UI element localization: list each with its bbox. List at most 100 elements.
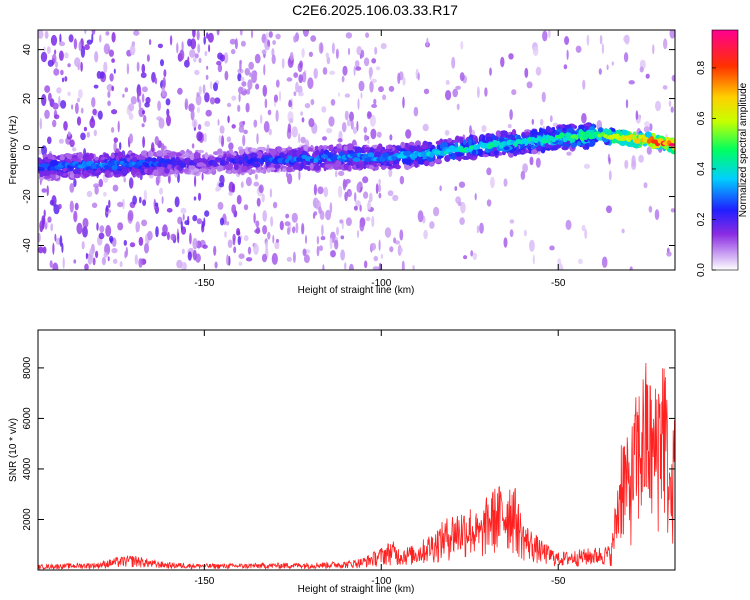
spectrogram-noise-blob — [393, 237, 397, 244]
snr-x-tick-label: -150 — [194, 576, 214, 587]
spectrogram-noise-blob — [214, 97, 221, 104]
spectrogram-noise-blob — [263, 64, 266, 76]
spectrogram-noise-blob — [124, 250, 127, 259]
spectrogram-noise-blob — [236, 194, 242, 205]
spectrogram-ridge-blob — [147, 168, 153, 175]
colorbar-tick-label: 0.4 — [696, 162, 707, 176]
spectrogram-noise-blob — [245, 176, 252, 187]
spectrogram-noise-blob — [565, 219, 572, 230]
spectrogram-noise-blob — [445, 90, 452, 101]
spectrogram-ridge-blob — [174, 169, 180, 174]
spectrogram-noise-blob — [270, 216, 274, 227]
spectrogram-ridge-blob — [369, 165, 375, 170]
spectrogram-noise-blob — [129, 44, 136, 56]
snr-y-axis-label: SNR (10 * v/v) — [8, 418, 19, 482]
spectrogram-noise-blob — [166, 114, 171, 127]
spectrogram-noise-blob — [267, 231, 271, 240]
spectrogram-noise-blob — [43, 209, 46, 218]
spectrogram-noise-blob — [231, 124, 236, 129]
spectrogram-noise-blob — [243, 204, 249, 211]
spectrogram-noise-blob — [563, 64, 568, 70]
spectrogram-ridge-blob — [414, 160, 419, 168]
spectrogram-noise-blob — [269, 188, 273, 198]
spectrogram-noise-blob — [58, 95, 61, 107]
spectrogram-x-ticks: -150 -100 -50 — [194, 30, 566, 289]
spectrogram-noise-blob — [400, 247, 403, 253]
spectrogram-noise-blob — [184, 98, 189, 110]
spectrogram-noise-blob — [402, 76, 406, 86]
spectrogram-noise-blob — [292, 226, 296, 234]
spectrogram-noise-blob — [326, 56, 331, 65]
spectrogram-noise-blob — [426, 37, 429, 47]
spectrogram-noise-blob — [364, 260, 368, 269]
spectrogram-noise-blob — [196, 218, 202, 225]
spectrogram-noise-blob — [162, 77, 166, 89]
spectrogram-noise-blob — [64, 76, 68, 82]
spectrogram-noise-blob — [84, 263, 89, 270]
spectrogram-ridge-core — [223, 160, 229, 165]
spectrogram-ridge-blob — [73, 168, 81, 176]
spectrogram-noise-blob — [625, 99, 629, 109]
snr-y-tick-label: 2000 — [22, 508, 33, 531]
spectrogram-noise-blob — [91, 202, 98, 209]
spectrogram-noise-blob — [48, 92, 52, 102]
spectrogram-noise-blob — [80, 132, 86, 141]
spectrogram-ridge-blob — [320, 148, 325, 154]
spectrogram-noise-blob — [263, 121, 270, 133]
spectrogram-noise-blob — [204, 51, 208, 56]
spectrogram-noise-blob — [217, 52, 223, 60]
spectrogram-noise-blob — [300, 136, 306, 144]
spectrogram-noise-blob — [198, 57, 202, 64]
spectrogram-noise-blob — [389, 134, 393, 141]
spectrogram-noise-blob — [378, 192, 382, 199]
spectrogram-noise-blob — [310, 35, 317, 42]
spectrogram-noise-blob — [154, 77, 158, 85]
spectrogram-noise-blob — [148, 39, 152, 46]
spectrogram-ridge-blob — [405, 143, 409, 148]
spectrogram-noise-blob — [39, 117, 42, 130]
spectrogram-noise-blob — [254, 173, 258, 180]
spectrogram-noise-blob — [268, 128, 273, 136]
spectrogram-noise-blob — [111, 247, 118, 254]
spectrogram-noise-blob — [248, 61, 254, 70]
spectrogram-noise-blob — [84, 30, 87, 35]
spectrogram-noise-blob — [278, 90, 282, 102]
spectrogram-noise-blob — [237, 72, 242, 82]
spectrogram-noise-blob — [582, 79, 586, 90]
spectrogram-noise-blob — [412, 265, 415, 270]
spectrogram-ridge-blob — [217, 148, 223, 154]
spectrogram-ridge-blob — [225, 162, 234, 171]
spectrogram-noise-blob — [535, 157, 541, 168]
spectrogram-noise-blob — [69, 200, 74, 213]
spectrogram-noise-blob — [367, 139, 370, 145]
spectrogram-ridge-blob — [286, 146, 293, 151]
spectrogram-noise-blob — [145, 96, 151, 104]
spectrogram-noise-blob — [220, 135, 225, 148]
spectrogram-noise-blob — [181, 41, 184, 52]
spectrogram-noise-blob — [58, 203, 62, 210]
spectrogram-noise-blob — [666, 251, 672, 257]
spectrogram-ridge-blob — [632, 131, 637, 136]
spectrogram-noise-blob — [161, 196, 164, 204]
spectrogram-noise-blob — [92, 257, 96, 266]
spectrogram-ridge-blob — [175, 152, 183, 157]
spectrogram-noise-blob — [136, 61, 140, 72]
spectrogram-ridge-blob — [77, 152, 84, 159]
spectrogram-ridge-core — [179, 162, 187, 168]
spectrogram-noise-blob — [124, 87, 129, 93]
snr-y-tick-label: 6000 — [22, 407, 33, 430]
spectrogram-ridge-core — [287, 155, 293, 160]
spectrogram-ridge-blob — [106, 170, 110, 178]
spectrogram-noise-blob — [479, 222, 484, 234]
spectrogram-noise-blob — [41, 94, 47, 106]
spectrogram-noise-blob — [346, 119, 352, 127]
spectrogram-noise-blob — [138, 236, 144, 246]
spectrogram-ridge-blob — [303, 165, 309, 170]
spectrogram-ridge-blob — [588, 143, 595, 147]
spectrogram-noise-blob — [445, 80, 450, 85]
spectrogram-noise-blob — [261, 253, 268, 263]
spectrogram-ridge-core — [562, 136, 568, 143]
spectrogram-ridge-blob — [87, 169, 94, 174]
spectrogram-noise-blob — [141, 86, 148, 93]
spectrogram-ridge-blob — [309, 162, 314, 170]
